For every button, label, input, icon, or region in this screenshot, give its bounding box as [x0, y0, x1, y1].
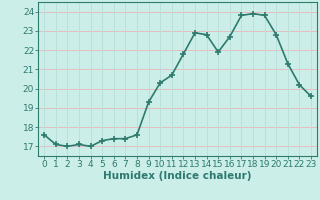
X-axis label: Humidex (Indice chaleur): Humidex (Indice chaleur) [103, 171, 252, 181]
